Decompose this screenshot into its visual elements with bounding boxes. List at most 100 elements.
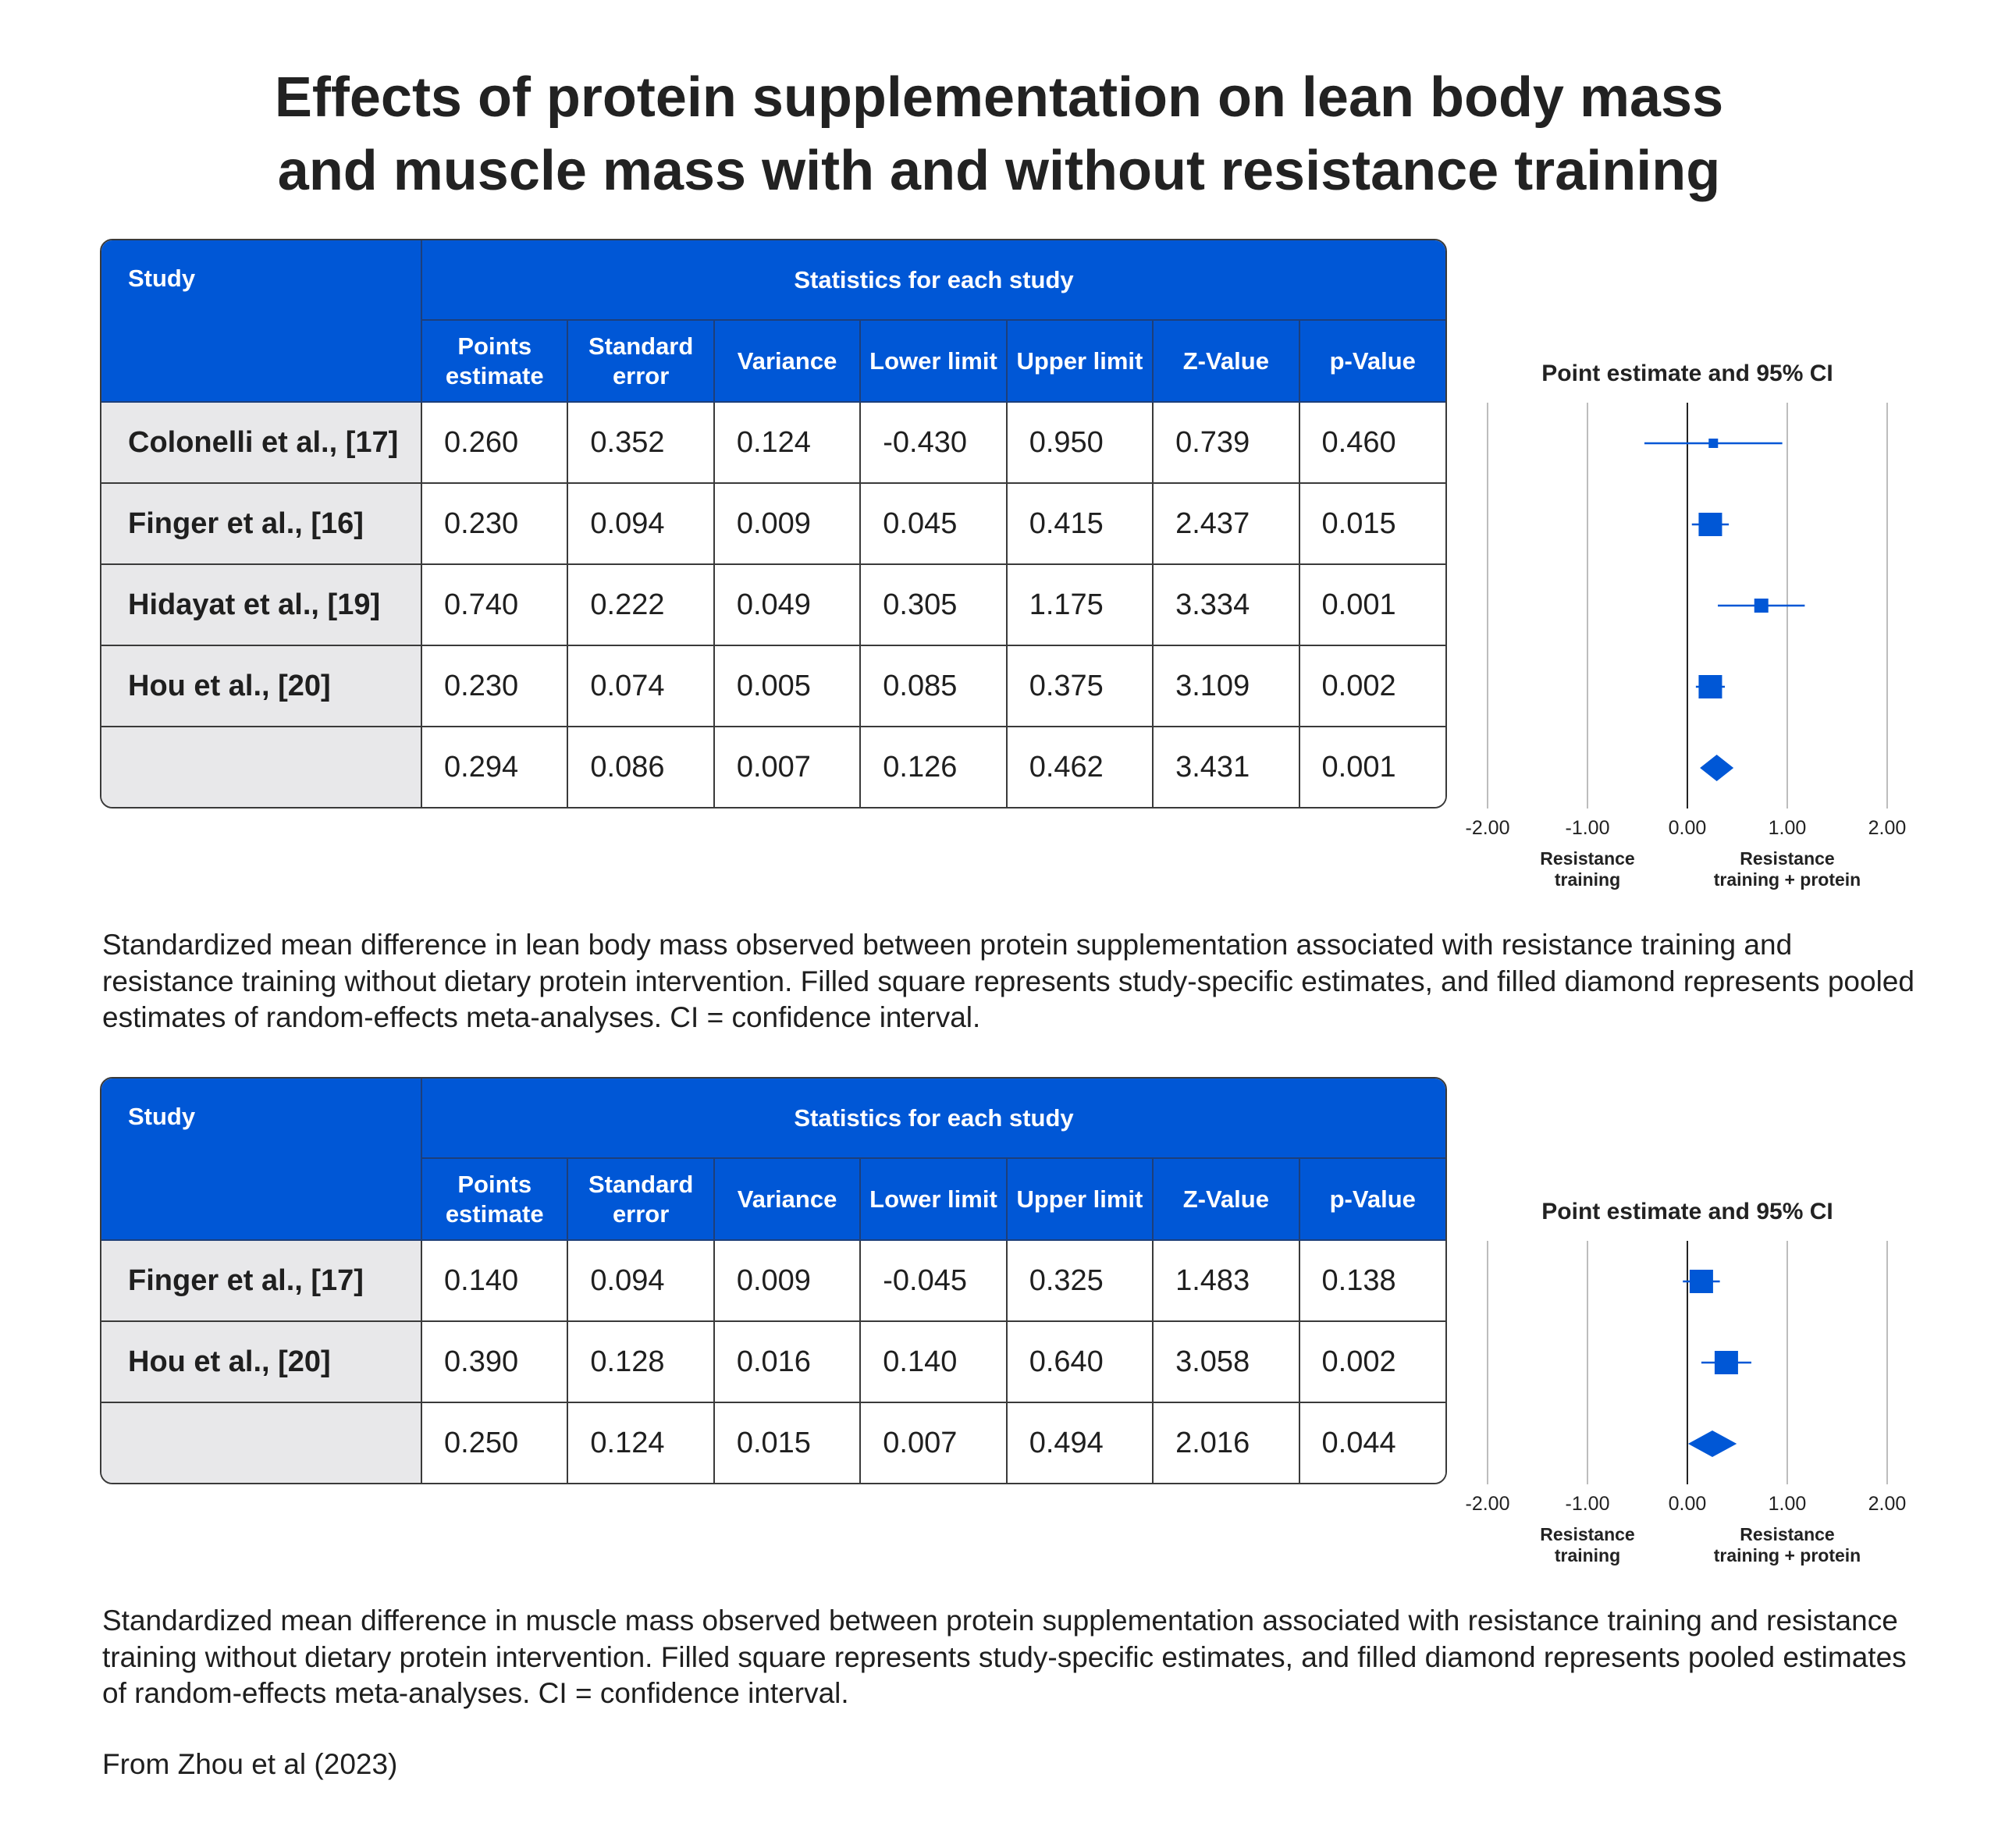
chart-title: Point estimate and 95% CI bbox=[1541, 1199, 1833, 1224]
table-cell: 0.222 bbox=[567, 563, 715, 646]
point-estimate-square bbox=[1698, 675, 1722, 698]
caption-muscle-mass: Standardized mean difference in muscle m… bbox=[102, 1605, 1907, 1709]
table-cell: 0.128 bbox=[567, 1320, 715, 1403]
table-cell: -0.430 bbox=[859, 401, 1008, 484]
group-header: Statistics for each study bbox=[421, 240, 1445, 321]
table-cell: 0.001 bbox=[1298, 563, 1445, 646]
muscle-mass-table: Study Statistics for each study Points es… bbox=[100, 1077, 1447, 1484]
pooled-estimate-diamond bbox=[1700, 755, 1734, 781]
table-cell: 0.250 bbox=[420, 1402, 569, 1483]
table-cell: 0.305 bbox=[859, 563, 1008, 646]
x-tick-label: 2.00 bbox=[1868, 817, 1907, 839]
table-cell: 0.230 bbox=[420, 482, 569, 565]
column-header: Points estimate bbox=[420, 1157, 569, 1241]
table-cell: 3.334 bbox=[1152, 563, 1300, 646]
point-estimate-square bbox=[1698, 513, 1722, 536]
column-header: Variance bbox=[713, 319, 862, 403]
point-estimate-square bbox=[1689, 1270, 1713, 1293]
table-cell: 0.140 bbox=[859, 1320, 1008, 1403]
table-cell: 0.140 bbox=[420, 1239, 569, 1322]
column-header: Variance bbox=[713, 1157, 862, 1241]
table-cell: 0.375 bbox=[1005, 645, 1154, 727]
x-tick-label: 1.00 bbox=[1769, 817, 1807, 839]
table-cell: 0.015 bbox=[1298, 482, 1445, 565]
table-cell: 0.124 bbox=[567, 1402, 715, 1483]
group-header: Statistics for each study bbox=[421, 1079, 1445, 1159]
column-header: Z-Value bbox=[1152, 1157, 1300, 1241]
study-name bbox=[101, 726, 422, 807]
study-name: Colonelli et al., [17] bbox=[101, 401, 422, 484]
table-cell: 0.126 bbox=[859, 726, 1008, 807]
table-row: Finger et al., [16] 0.230 0.094 0.009 0.045 0… bbox=[101, 482, 1445, 565]
study-header: Study bbox=[101, 1079, 422, 1241]
x-tick-label: -2.00 bbox=[1466, 817, 1510, 839]
column-header: p-Value bbox=[1298, 1157, 1445, 1241]
source-note: From Zhou et al (2023) bbox=[102, 1748, 398, 1780]
chart-title: Point estimate and 95% CI bbox=[1541, 361, 1833, 386]
table-cell: 3.431 bbox=[1152, 726, 1300, 807]
x-tick-label: -1.00 bbox=[1566, 817, 1610, 839]
table-cell: 0.086 bbox=[567, 726, 715, 807]
table-cell: 0.462 bbox=[1005, 726, 1154, 807]
table-cell: 0.049 bbox=[713, 563, 862, 646]
column-header: Points estimate bbox=[420, 319, 569, 403]
column-header: Standard error bbox=[567, 319, 715, 403]
x-tick-label: 2.00 bbox=[1868, 1493, 1907, 1515]
table-cell: 0.294 bbox=[420, 726, 569, 807]
table-cell: 0.124 bbox=[713, 401, 862, 484]
table-cell: 0.002 bbox=[1298, 645, 1445, 727]
table-cell: 0.740 bbox=[420, 563, 569, 646]
table-cell: 0.001 bbox=[1298, 726, 1445, 807]
table-cell: 0.007 bbox=[859, 1402, 1008, 1483]
left-axis-label: training bbox=[1555, 869, 1620, 890]
left-axis-label: Resistance bbox=[1540, 1524, 1634, 1544]
table-cell: 0.352 bbox=[567, 401, 715, 484]
table-cell: 0.390 bbox=[420, 1320, 569, 1403]
table-cell: 0.415 bbox=[1005, 482, 1154, 565]
caption-lean-body-mass: Standardized mean difference in lean bod… bbox=[102, 929, 1914, 1033]
page-title: Effects of protein supplementation on le… bbox=[274, 66, 1724, 202]
table-cell: 0.739 bbox=[1152, 401, 1300, 484]
table-cell: 0.044 bbox=[1298, 1402, 1445, 1483]
table-cell: 3.058 bbox=[1152, 1320, 1300, 1403]
pooled-estimate-diamond bbox=[1687, 1430, 1737, 1457]
x-tick-label: -2.00 bbox=[1466, 1493, 1510, 1515]
study-name: Finger et al., [16] bbox=[101, 482, 422, 565]
x-tick-label: 1.00 bbox=[1769, 1493, 1807, 1515]
column-header: Lower limit bbox=[859, 319, 1008, 403]
x-tick-label: 0.00 bbox=[1669, 1493, 1707, 1515]
table-cell: 0.085 bbox=[859, 645, 1008, 727]
study-name: Hou et al., [20] bbox=[101, 645, 422, 727]
table-cell: 0.016 bbox=[713, 1320, 862, 1403]
right-axis-label: training + protein bbox=[1714, 1545, 1861, 1565]
point-estimate-square bbox=[1714, 1351, 1738, 1374]
table-cell: 0.094 bbox=[567, 1239, 715, 1322]
left-axis-label: training bbox=[1555, 1545, 1620, 1565]
column-header: Upper limit bbox=[1005, 1157, 1154, 1241]
column-header: Standard error bbox=[567, 1157, 715, 1241]
table-cell: 0.494 bbox=[1005, 1402, 1154, 1483]
table-row: Hou et al., [20] 0.390 0.128 0.016 0.140 0.64… bbox=[101, 1320, 1445, 1403]
lean-body-mass-forest-plot: Point estimate and 95% CI -2.00 -1.00 0.00 1… bbox=[1466, 361, 1907, 890]
study-name: Hidayat et al., [19] bbox=[101, 563, 422, 646]
study-header: Study bbox=[101, 240, 422, 403]
table-row: 0.250 0.124 0.015 0.007 0.494 2.016 0.044 bbox=[101, 1402, 1445, 1483]
table-cell: 0.950 bbox=[1005, 401, 1154, 484]
table-cell: 0.015 bbox=[713, 1402, 862, 1483]
right-axis-label: Resistance bbox=[1740, 1524, 1834, 1544]
table-cell: 0.074 bbox=[567, 645, 715, 727]
table-cell: 0.009 bbox=[713, 1239, 862, 1322]
table-cell: 0.094 bbox=[567, 482, 715, 565]
table-cell: 1.175 bbox=[1005, 563, 1154, 646]
column-header: Upper limit bbox=[1005, 319, 1154, 403]
study-name: Hou et al., [20] bbox=[101, 1320, 422, 1403]
table-cell: 0.007 bbox=[713, 726, 862, 807]
x-tick-label: 0.00 bbox=[1669, 817, 1707, 839]
table-cell: -0.045 bbox=[859, 1239, 1008, 1322]
table-cell: 0.460 bbox=[1298, 401, 1445, 484]
column-header: p-Value bbox=[1298, 319, 1445, 403]
table-cell: 2.437 bbox=[1152, 482, 1300, 565]
muscle-mass-forest-plot: Point estimate and 95% CI -2.00 -1.00 0.00 1… bbox=[1466, 1199, 1907, 1565]
stats-table: Study Statistics for each study Points es… bbox=[101, 1079, 1445, 1483]
table-cell: 0.325 bbox=[1005, 1239, 1154, 1322]
